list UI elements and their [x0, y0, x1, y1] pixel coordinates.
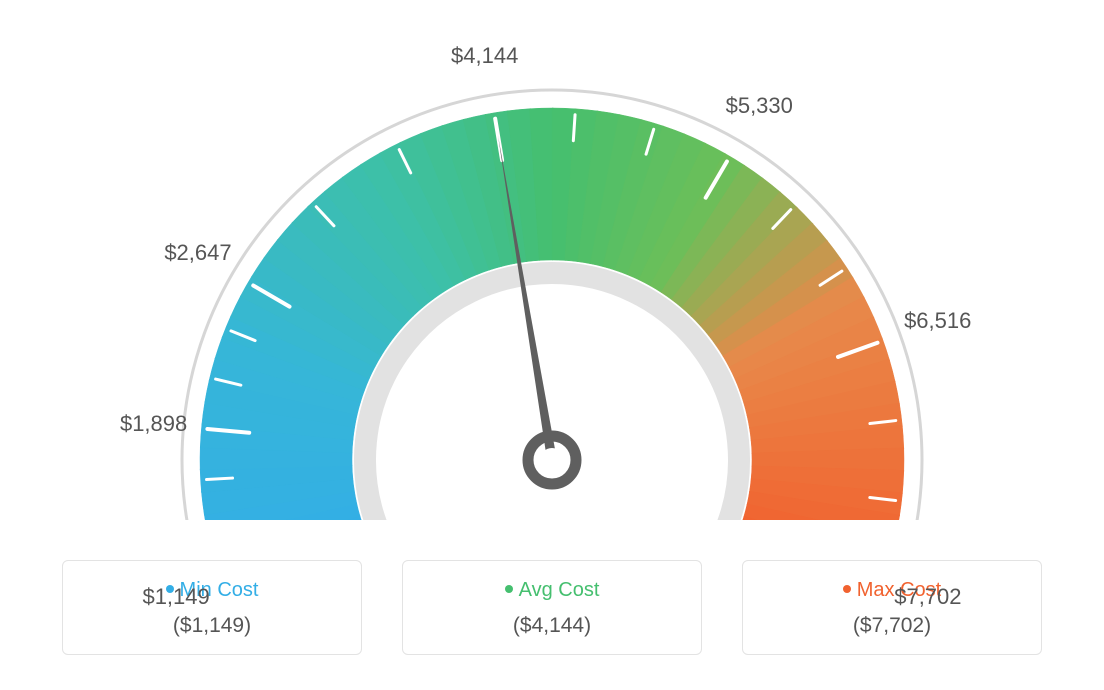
- legend-value-avg: ($4,144): [413, 614, 691, 638]
- legend-title-avg: Avg Cost: [413, 579, 691, 602]
- gauge-svg: [20, 20, 1084, 520]
- legend-title-max: Max Cost: [753, 579, 1031, 602]
- gauge-tick-label: $2,647: [164, 240, 231, 266]
- legend-dot-avg: [505, 585, 513, 593]
- legend-card-max: Max Cost ($7,702): [742, 560, 1042, 655]
- legend-dot-max: [843, 585, 851, 593]
- gauge-tick-label: $1,898: [120, 411, 187, 437]
- gauge-tick-label: $7,702: [894, 584, 961, 610]
- legend-card-avg: Avg Cost ($4,144): [402, 560, 702, 655]
- legend-card-min: Min Cost ($1,149): [62, 560, 362, 655]
- legend-dot-min: [166, 585, 174, 593]
- gauge-tick-label: $4,144: [451, 43, 518, 69]
- gauge-chart: $1,149$1,898$2,647$4,144$5,330$6,516$7,7…: [20, 20, 1084, 520]
- legend-title-min: Min Cost: [73, 579, 351, 602]
- gauge-tick-label: $1,149: [142, 584, 209, 610]
- legend-value-max: ($7,702): [753, 614, 1031, 638]
- gauge-tick-label: $5,330: [726, 93, 793, 119]
- gauge-tick-label: $6,516: [904, 308, 971, 334]
- legend-title-avg-text: Avg Cost: [519, 579, 600, 601]
- legend-value-min: ($1,149): [73, 614, 351, 638]
